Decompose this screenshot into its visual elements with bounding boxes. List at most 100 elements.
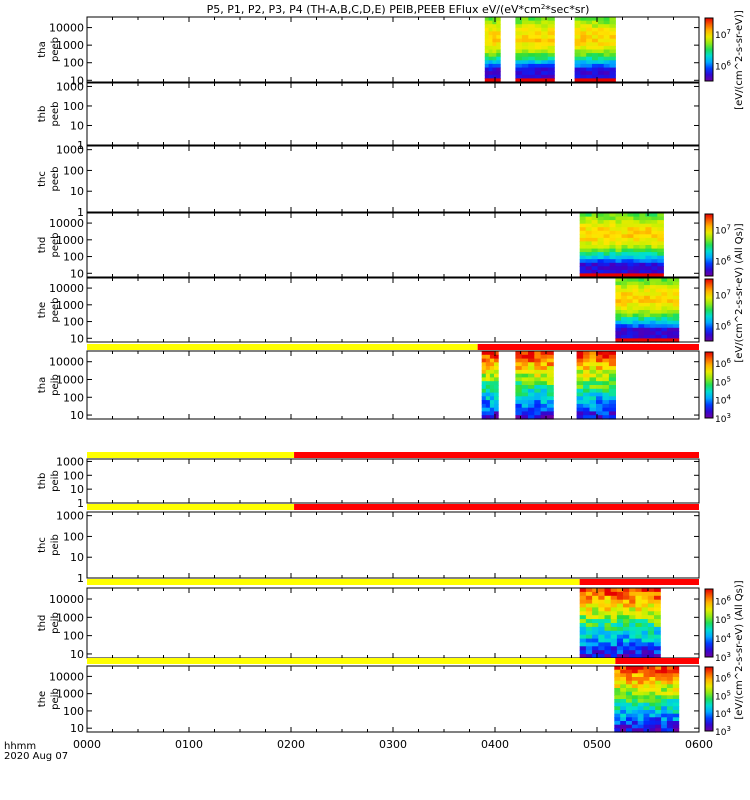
y-tick-label: 1000: [56, 144, 84, 157]
y-tick-label: 100: [63, 469, 84, 482]
colorbar-label-combined: [eV/(cm^2-s-sr-eV) (All Qs)]: [734, 223, 745, 362]
spectrogram-block: [615, 278, 680, 343]
panel-frame: [86, 82, 700, 146]
spectrogram-block: [614, 666, 680, 733]
colorbar-tick-label: 106: [715, 357, 731, 370]
colorbar-tick-label: 104: [715, 394, 731, 407]
x-axis: 0000 0100 0200 0300 0400 0500 0600: [73, 738, 713, 751]
colorbar-tick-label: 105: [715, 613, 731, 626]
y-tick-label: 100: [63, 705, 84, 718]
panel-label-product: peeb: [50, 37, 61, 62]
panel-label-probe: thc: [37, 537, 48, 553]
colorbar-tick-label: 106: [715, 320, 731, 333]
status-bar-yellow: [87, 504, 295, 510]
y-tick-label: 10: [70, 551, 84, 564]
spectrogram-block: [579, 588, 661, 659]
colorbar-tick-label: 106: [715, 672, 731, 685]
panel-label-product: peeb: [50, 298, 61, 323]
x-tick-label: 0300: [379, 738, 407, 751]
spectrogram-block: [576, 351, 616, 420]
colorbar: [704, 351, 714, 419]
panel-label-probe: tha: [37, 41, 48, 57]
colorbar-tick-label: 104: [715, 707, 731, 720]
y-tick-label: 1000: [56, 39, 84, 52]
y-tick-label: 10000: [49, 356, 84, 369]
panel-label-product: peeb: [50, 167, 61, 192]
colorbar-tick-label: 105: [715, 375, 731, 388]
colorbar: [704, 666, 714, 732]
colorbar-tick-label: 103: [715, 725, 731, 738]
colorbar-tick-label: 106: [715, 255, 731, 268]
spectrogram-block: [515, 351, 554, 420]
panel-thc_peib: 1 10 100 1000 thc peib: [37, 504, 700, 585]
y-tick-label: 10: [70, 74, 84, 87]
panel-thb_peeb: 1 10 100 1000 thb peeb: [37, 80, 700, 152]
y-tick-label: 100: [63, 164, 84, 177]
y-tick-label: 1000: [56, 688, 84, 701]
spectrogram-block: [574, 17, 616, 83]
colorbar-tick-label: 106: [715, 594, 731, 607]
y-tick-label: 10: [70, 267, 84, 280]
panel-label-probe: the: [37, 691, 48, 707]
spectrogram-block: [515, 17, 555, 83]
panel-label-probe: the: [37, 302, 48, 318]
panel-label-product: peib: [50, 534, 61, 556]
y-tick-label: 100: [63, 316, 84, 329]
status-bar-red: [294, 452, 699, 458]
y-tick-label: 1000: [56, 510, 84, 523]
panel-frame: [86, 458, 700, 504]
colorbar-tick-label: 106: [715, 59, 731, 72]
y-tick-label: 10: [70, 332, 84, 345]
colorbar-label-electron: [eV/(cm^2-s-sr-eV)]: [734, 10, 745, 110]
y-tick-label: 10000: [49, 670, 84, 683]
colorbar-tick-label: 107: [715, 224, 731, 237]
y-tick-label: 10: [70, 185, 84, 198]
x-tick-label: 0100: [175, 738, 203, 751]
y-tick-label: 1000: [56, 299, 84, 312]
colorbar: [704, 17, 714, 82]
panel-label-product: peib: [50, 470, 61, 492]
y-tick-label: 10000: [49, 282, 84, 295]
y-tick-label: 1000: [56, 455, 84, 468]
spectrogram-block: [579, 213, 664, 278]
colorbar: [704, 278, 714, 342]
y-tick-label: 1000: [56, 611, 84, 624]
colorbar-tick-label: 107: [715, 289, 731, 302]
colorbar-label-ion: [eV/(cm^2-s-sr-eV) (All Qs)]: [734, 580, 745, 719]
y-tick-label: 100: [63, 391, 84, 404]
y-tick-label: 100: [63, 100, 84, 113]
x-axis-label-hhmm: hhmm: [4, 741, 36, 752]
status-bar-yellow: [87, 658, 616, 664]
y-tick-label: 10: [70, 409, 84, 422]
y-tick-label: 10000: [49, 593, 84, 606]
panel-frame: [86, 145, 700, 213]
x-tick-label: 0500: [583, 738, 611, 751]
y-tick-label: 1: [77, 497, 84, 510]
spectrogram-block: [484, 17, 501, 83]
x-tick-label: 0000: [73, 738, 101, 751]
spectrogram-block: [481, 351, 499, 420]
panel-label-product: peeb: [50, 233, 61, 258]
y-tick-label: 10: [70, 722, 84, 735]
y-tick-label: 1: [77, 139, 84, 152]
y-tick-label: 10: [70, 483, 84, 496]
panel-label-probe: thb: [37, 106, 48, 123]
status-bar-red: [615, 658, 699, 664]
y-tick-label: 1000: [56, 80, 84, 93]
panel-label-product: peib: [50, 688, 61, 710]
status-bar-red: [579, 579, 699, 585]
panel-label-probe: thd: [37, 237, 48, 254]
chart-title: P5, P1, P2, P3, P4 (TH-A,B,C,D,E) PEIB,P…: [207, 3, 590, 16]
panel-label-product: peib: [50, 374, 61, 396]
colorbar-tick-label: 104: [715, 632, 731, 645]
status-bar-red: [477, 344, 699, 350]
x-tick-label: 0600: [685, 738, 713, 751]
colorbar-labels: [eV/(cm^2-s-sr-eV)] [eV/(cm^2-s-sr-eV) (…: [734, 10, 745, 720]
